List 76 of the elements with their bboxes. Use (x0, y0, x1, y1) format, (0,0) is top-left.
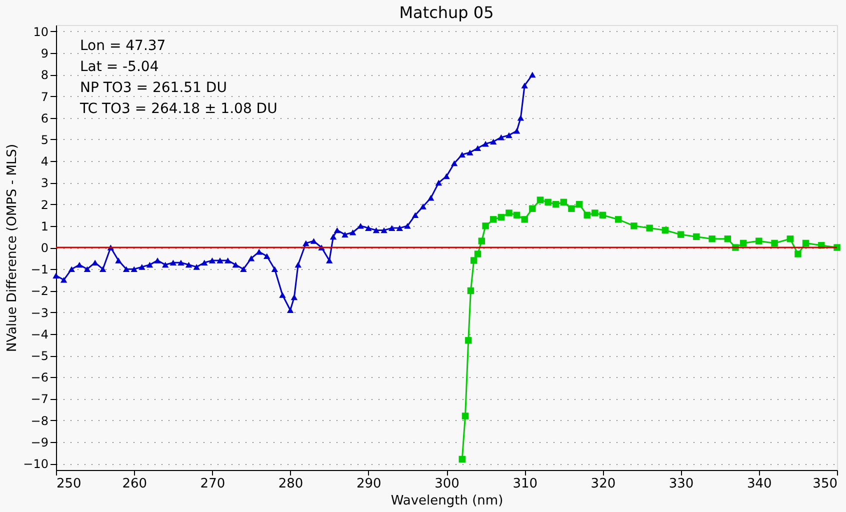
y-tick-label: 0 (40, 241, 48, 255)
y-tick-label: −4 (30, 327, 48, 342)
point (568, 205, 575, 212)
y-tick-label: −9 (30, 435, 48, 450)
point (498, 214, 505, 221)
y-tick-label: −6 (30, 370, 48, 385)
x-tick-label: 250 (56, 476, 82, 492)
point (646, 224, 653, 232)
y-tick-label: 4 (40, 154, 48, 169)
point (584, 212, 590, 218)
y-tick-label: 3 (40, 176, 48, 190)
x-tick-label: 300 (434, 476, 460, 492)
point (552, 200, 560, 208)
point (677, 231, 684, 238)
point (740, 240, 747, 247)
y-tick-label: 8 (40, 68, 48, 82)
y-tick-label: −10 (23, 457, 48, 472)
y-axis-title: NValue Difference (OMPS - MLS) (5, 144, 20, 352)
point (506, 210, 512, 216)
point (470, 257, 478, 264)
point (490, 216, 497, 223)
point (576, 200, 583, 208)
point (756, 238, 762, 244)
point (478, 238, 485, 244)
point (662, 226, 669, 234)
point (462, 412, 469, 420)
point (536, 196, 544, 204)
point (467, 287, 474, 294)
chart-title: Matchup 05 (399, 3, 494, 22)
point (794, 250, 802, 258)
point (614, 216, 622, 223)
annotation: Lat = -5.04 (80, 59, 159, 75)
point (786, 236, 794, 242)
y-tick-label: 9 (40, 46, 48, 61)
y-tick-label: 7 (40, 90, 48, 104)
x-tick-label: 290 (356, 476, 382, 492)
point (630, 222, 638, 230)
point (521, 216, 528, 223)
point (771, 240, 778, 247)
y-tick-label: −8 (30, 414, 48, 428)
point (802, 240, 810, 247)
y-tick-label: 10 (33, 24, 48, 39)
annotation: NP TO3 = 261.51 DU (80, 80, 227, 96)
point (474, 250, 482, 258)
point (592, 210, 598, 216)
point (482, 222, 489, 230)
x-tick-label: 340 (746, 476, 772, 492)
point (544, 198, 552, 206)
point (529, 205, 536, 212)
point (708, 236, 716, 242)
y-tick-label: 2 (40, 198, 48, 212)
point (693, 233, 700, 240)
y-tick-label: −5 (30, 349, 48, 364)
point (599, 212, 606, 218)
x-tick-label: 280 (278, 476, 304, 492)
annotation: TC TO3 = 264.18 ± 1.08 DU (79, 101, 278, 117)
point (513, 212, 520, 218)
y-tick-label: −3 (30, 306, 48, 320)
y-tick-label: 1 (40, 219, 48, 234)
y-tick-label: 6 (40, 111, 48, 126)
x-tick-label: 320 (590, 476, 616, 492)
x-tick-label: 330 (668, 476, 694, 492)
point (724, 236, 732, 242)
x-tick-label: 270 (200, 476, 226, 492)
x-tick-label: 310 (512, 476, 538, 492)
x-tick-label: 350 (812, 476, 838, 492)
point (560, 198, 568, 206)
annotation: Lon = 47.37 (80, 38, 166, 54)
y-tick-label: −1 (30, 262, 48, 277)
y-tick-label: −2 (30, 284, 48, 298)
x-axis-title: Wavelength (nm) (390, 494, 504, 508)
y-tick-label: 5 (40, 132, 48, 147)
y-tick-label: −7 (30, 392, 48, 406)
x-tick-label: 260 (122, 476, 148, 492)
point (458, 456, 466, 463)
point (465, 337, 472, 344)
